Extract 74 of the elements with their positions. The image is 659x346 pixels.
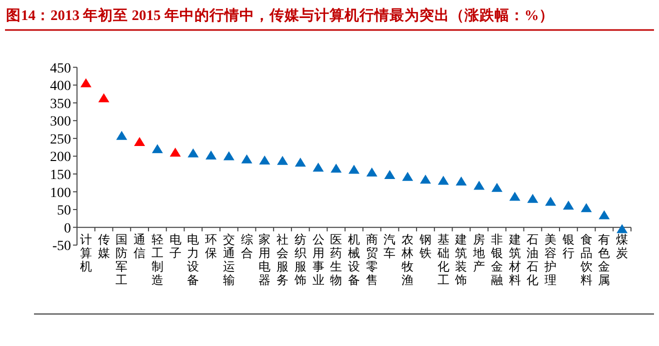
- x-tick-label: 银行: [561, 232, 574, 260]
- x-tick-label: 房地产: [472, 232, 486, 274]
- x-tick-label: 综合: [240, 232, 253, 260]
- point: [562, 200, 574, 210]
- point: [241, 154, 252, 164]
- point: [366, 168, 378, 177]
- point: [294, 158, 306, 167]
- point: [98, 93, 110, 102]
- x-tick-label: 有色金属: [598, 232, 610, 287]
- point: [384, 170, 396, 180]
- y-tick-label: 150: [50, 168, 71, 183]
- point: [527, 194, 538, 203]
- point: [402, 172, 414, 181]
- x-tick-label: 基础化工: [436, 232, 450, 287]
- x-tick-label: 商贸零售: [366, 232, 378, 287]
- y-tick-label: 350: [50, 96, 71, 112]
- x-tick-label: 非银金融: [490, 232, 503, 287]
- x-tick-label: 建筑材料: [508, 232, 521, 287]
- y-tick-label: 50: [57, 204, 71, 219]
- point: [330, 164, 342, 173]
- x-tick-label: 社会服务: [276, 232, 289, 287]
- y-tick-label: 0: [64, 221, 71, 236]
- point: [188, 148, 199, 158]
- y-tick-label: 250: [50, 132, 71, 148]
- point: [312, 162, 324, 172]
- point: [509, 192, 520, 201]
- x-tick-label: 通信: [134, 232, 146, 260]
- y-tick-label: -50: [52, 239, 71, 254]
- x-tick-label: 农林牧渔: [400, 232, 414, 287]
- x-tick-label: 公用事业: [312, 232, 324, 287]
- x-tick-label: 美容护理: [544, 232, 557, 287]
- point: [616, 224, 628, 234]
- x-tick-label: 煤炭: [616, 232, 628, 260]
- point: [491, 182, 502, 192]
- point: [259, 155, 270, 164]
- x-tick-label: 电力设备: [187, 232, 200, 287]
- point: [134, 136, 146, 146]
- x-tick-label: 建筑装饰: [454, 232, 468, 287]
- point: [80, 78, 92, 88]
- point: [438, 176, 449, 185]
- x-tick-label: 传媒: [98, 232, 110, 260]
- y-tick-label: 100: [50, 186, 71, 201]
- point: [580, 203, 592, 212]
- x-tick-label: 钢铁: [418, 232, 432, 260]
- point: [456, 176, 467, 186]
- x-tick-label: 机械设备: [348, 232, 360, 287]
- point: [223, 151, 234, 160]
- point: [277, 156, 288, 165]
- x-tick-label: 石油石化: [526, 232, 539, 287]
- chart-title: 图14：2013 年初至 2015 年中的行情中，传媒与计算机行情最为突出（涨跌幅：%）: [6, 6, 554, 24]
- x-tick-label: 电子: [169, 232, 182, 260]
- point: [545, 196, 556, 206]
- x-tick-label: 交通运输: [222, 232, 235, 287]
- point: [152, 144, 163, 154]
- point: [348, 164, 360, 174]
- x-tick-label: 医药生物: [330, 232, 342, 287]
- point: [420, 174, 431, 184]
- x-tick-label: 家用电器: [258, 232, 271, 287]
- y-tick-label: 450: [50, 61, 71, 76]
- point: [474, 180, 485, 190]
- y-tick-label: 200: [50, 150, 71, 166]
- x-tick-label: 纺织服饰: [293, 232, 306, 287]
- x-tick-label: 轻工制造: [151, 232, 164, 287]
- y-tick-label: 400: [50, 79, 71, 94]
- point: [598, 210, 610, 220]
- x-tick-label: 计算机: [80, 232, 92, 274]
- x-tick-label: 食品饮料: [579, 232, 592, 287]
- x-tick-label: 国防军工: [116, 232, 128, 287]
- point: [116, 130, 128, 140]
- y-tick-label: 300: [50, 114, 71, 130]
- x-tick-label: 环保: [205, 232, 218, 260]
- point: [206, 150, 217, 160]
- point: [170, 148, 181, 157]
- x-tick-label: 汽车: [384, 232, 396, 260]
